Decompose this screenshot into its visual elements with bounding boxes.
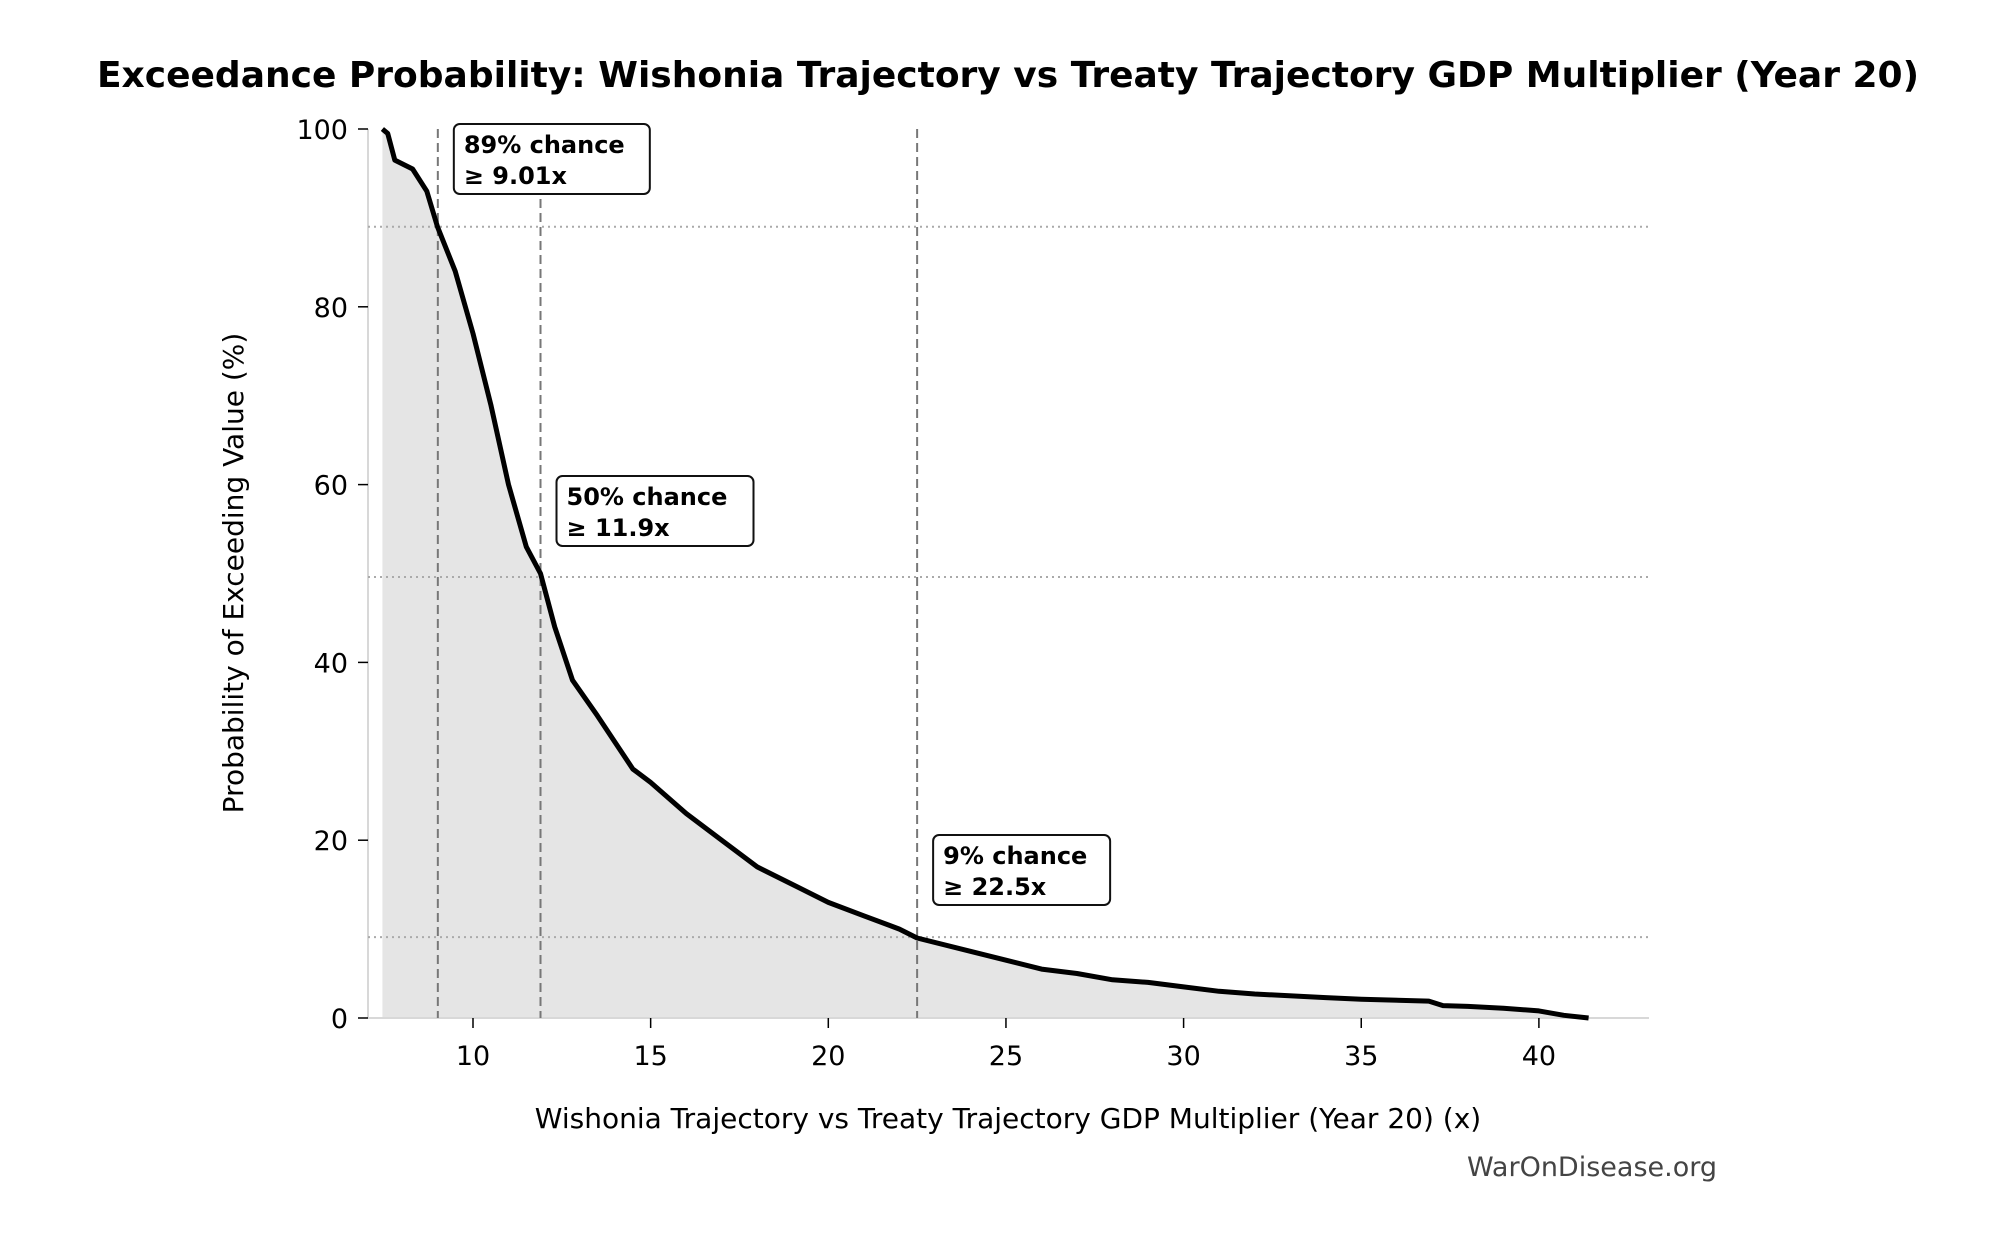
x-axis-label: Wishonia Trajectory vs Treaty Trajectory… <box>535 1102 1481 1135</box>
area-fill <box>382 129 1589 1018</box>
y-axis-label: Probability of Exceeding Value (%) <box>217 333 250 814</box>
plot-area: 10 15 20 25 30 35 40 0 20 40 60 80 100 89% chance ≥ 9.… <box>296 115 1649 1072</box>
x-tick-label: 15 <box>633 1041 667 1072</box>
annotation-label: 9% chance <box>943 842 1087 870</box>
annotation-box <box>555 475 755 547</box>
y-tick-label: 0 <box>331 1004 348 1035</box>
exceedance-line <box>380 127 1589 1021</box>
x-tick-label: 20 <box>811 1041 845 1072</box>
annotation-box <box>452 123 651 195</box>
y-tick-label: 100 <box>296 115 348 146</box>
y-tick-label: 20 <box>314 826 348 857</box>
y-tick-label: 80 <box>314 293 348 324</box>
chart-title: Exceedance Probability: Wishonia Traject… <box>97 55 1919 96</box>
x-tick-label: 40 <box>1522 1041 1556 1072</box>
annotation-value: ≥ 9.01x <box>464 162 568 190</box>
annotation-value: ≥ 22.5x <box>943 873 1047 901</box>
watermark: WarOnDisease.org <box>1467 1152 1717 1183</box>
annotation-value: ≥ 11.9x <box>567 514 671 542</box>
annotation-box <box>932 834 1112 906</box>
annotation-label: 50% chance <box>567 483 728 511</box>
x-tick-label: 25 <box>989 1041 1023 1072</box>
y-tick-label: 60 <box>314 471 348 502</box>
x-tick-label: 35 <box>1344 1041 1378 1072</box>
x-tick-label: 30 <box>1166 1041 1200 1072</box>
annotation-label: 89% chance <box>464 131 625 159</box>
y-tick-label: 40 <box>314 648 348 679</box>
x-tick-label: 10 <box>456 1041 490 1072</box>
